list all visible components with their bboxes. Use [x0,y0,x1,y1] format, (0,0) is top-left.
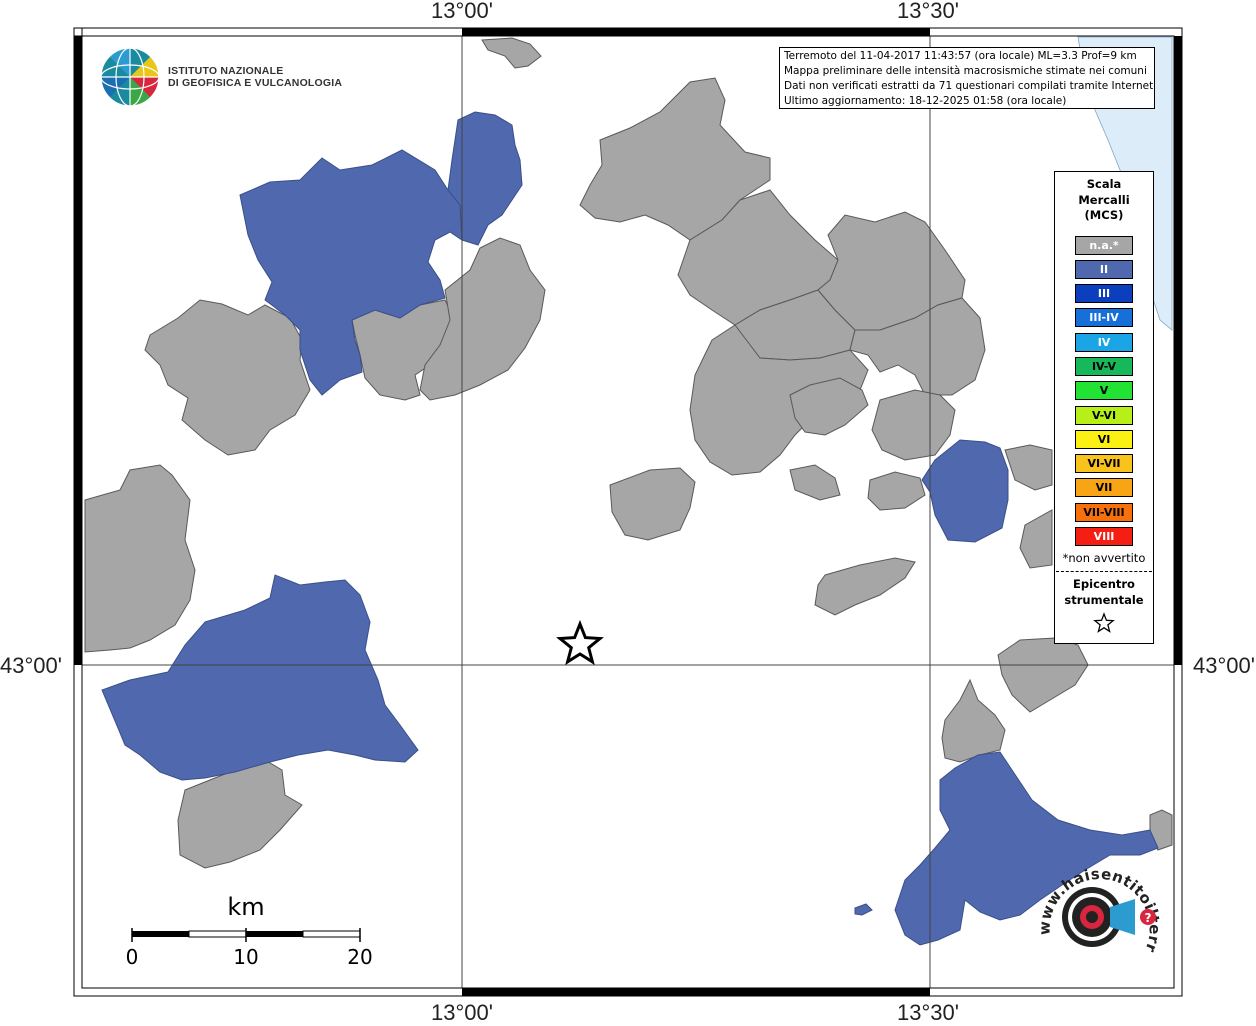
legend-item: IV-V [1075,356,1133,376]
epicenter-star [556,619,604,666]
legend-item: n.a.* [1075,235,1133,255]
ingv-name-line2: DI GEOFISICA E VULCANOLOGIA [168,77,343,89]
municipality-na [941,678,1006,763]
legend-item: III [1075,284,1133,304]
municipality-na [1019,509,1053,569]
legend-item: II [1075,259,1133,279]
legend-item: VII-VIII [1075,502,1133,522]
municipality-ii [894,751,1159,946]
municipality-na [481,37,542,69]
info-event-line: Terremoto del 11-04-2017 11:43:57 (ora l… [784,50,1137,62]
legend-epicenter-line2: strumentale [1064,593,1144,608]
municipalities-ii [101,111,1159,946]
question-mark-icon: ? [1145,911,1152,925]
legend-star-icon [1055,612,1153,638]
coord-bottom-13-30: 13°30' [897,1000,959,1025]
legend-title-line1: Scala [1086,177,1122,191]
municipality-na [419,237,546,401]
intensity-legend: Scala Mercalli (MCS) n.a.* II III III-IV IV I… [1054,171,1154,644]
scale-tick-10: 10 [233,945,258,969]
legend-items: n.a.* II III III-IV IV IV-V V V-VI VI VI-VII VII VI… [1055,235,1153,547]
coord-top-13-00: 13°00' [431,0,493,23]
info-description-line: Mappa preliminare delle intensità macros… [784,65,1147,77]
municipality-na [849,297,986,396]
legend-separator [1056,571,1152,573]
municipality-na [144,299,311,456]
ingv-name-line1: ISTITUTO NAZIONALE [168,65,284,77]
legend-note: *non avvertito [1062,551,1146,566]
municipalities-na [84,37,1173,869]
map-frame [73,27,1183,997]
municipality-na [867,471,926,511]
coord-right-43-00: 43°00' [1193,653,1255,678]
legend-item: V-VI [1075,405,1133,425]
scale-unit: km [227,893,264,921]
municipality-na [997,637,1089,713]
municipality-na [84,464,196,653]
legend-item: IV [1075,332,1133,352]
coord-top-13-30: 13°30' [897,0,959,23]
legend-epicenter-line1: Epicentro [1073,577,1135,592]
coord-left-43-00: 43°00' [0,653,62,678]
coord-bottom-13-00: 13°00' [431,1000,493,1025]
legend-title: Scala Mercalli (MCS) [1055,177,1153,224]
municipality-ii [101,574,419,781]
legend-item: VIII [1075,527,1133,547]
municipality-na [789,464,841,501]
municipality-ii [447,111,523,246]
info-data-line: Dati non verificati estratti da 71 quest… [784,80,1155,92]
legend-item: V [1075,381,1133,401]
haisentito-logo: www.haisentitoilterremoto.it ? [1022,841,1170,985]
scale-tick-20: 20 [347,945,372,969]
scale-tick-0: 0 [126,945,139,969]
scale-bar: km 0 10 20 [120,890,380,980]
municipality-na [789,377,869,436]
legend-title-line2: Mercalli [1078,192,1130,207]
municipality-ii [854,903,873,916]
info-box: Terremoto del 11-04-2017 11:43:57 (ora l… [779,47,1155,109]
info-update-line: Ultimo aggiornamento: 18-12-2025 01:58 (… [784,95,1067,107]
globe-icon [100,47,160,107]
legend-item: VI [1075,429,1133,449]
municipality-na [814,557,916,616]
municipality-ii [239,149,463,396]
legend-title-line3: (MCS) [1084,208,1124,222]
municipality-na [871,389,956,461]
legend-epicenter-label: Epicentro strumentale [1055,576,1153,608]
municipality-na [609,467,696,541]
municipality-na [1004,444,1053,491]
ingv-logo: ISTITUTO NAZIONALE DI GEOFISICA E VULCAN… [100,47,342,107]
legend-item: III-IV [1075,308,1133,328]
graticule [82,36,1174,988]
legend-item: VII [1075,478,1133,498]
legend-item: VI-VII [1075,454,1133,474]
